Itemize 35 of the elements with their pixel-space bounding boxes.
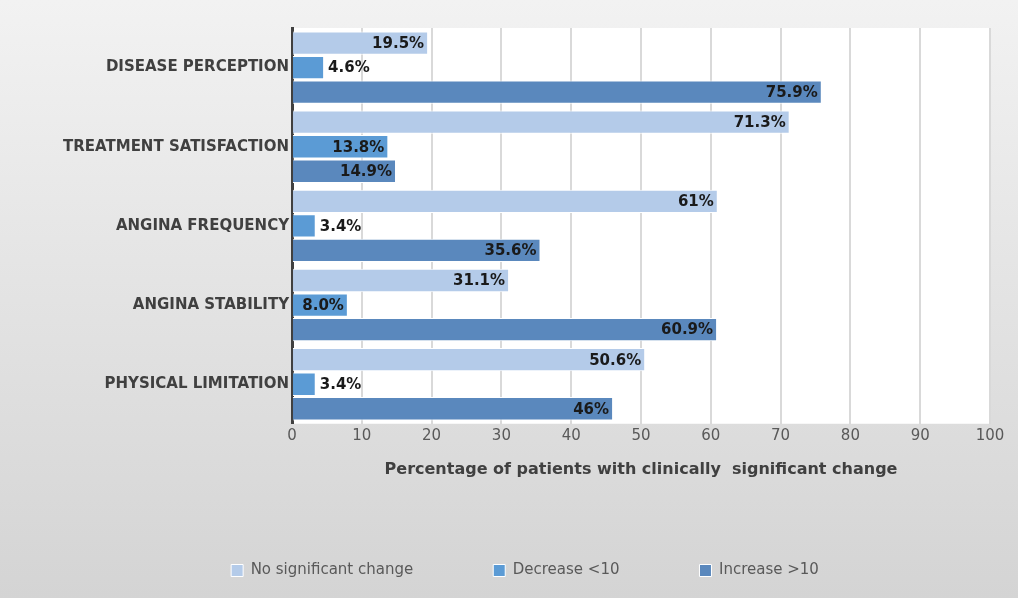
x-tick-label: 50 xyxy=(631,425,651,444)
x-tick-label: 70 xyxy=(771,425,791,444)
y-tick-label: ANGINA FREQUENCY xyxy=(115,215,291,234)
legend-label: Decrease <10 xyxy=(512,560,620,579)
x-tick-label: 0 xyxy=(287,425,297,444)
data-label: 50.6% xyxy=(589,350,642,369)
data-label: 60.9% xyxy=(661,320,714,339)
data-label: 19.5% xyxy=(372,33,425,52)
x-tick-label: 100 xyxy=(975,425,1005,444)
legend-label: No significant change xyxy=(250,560,414,579)
data-label: 8.0% xyxy=(302,295,344,314)
x-tick-label: 10 xyxy=(352,425,372,444)
x-tick-label: 80 xyxy=(840,425,860,444)
data-label: 4.6% xyxy=(328,58,370,77)
x-tick-label: 30 xyxy=(491,425,511,444)
data-label: 61% xyxy=(677,192,714,211)
data-label: 71.3% xyxy=(733,113,786,132)
x-tick-label: 40 xyxy=(561,425,581,444)
data-label: 14.9% xyxy=(339,162,393,181)
legend-label: Increase >10 xyxy=(718,560,819,579)
data-label: 31.1% xyxy=(453,271,506,290)
data-label: 3.4% xyxy=(319,216,362,235)
y-tick-label: DISEASE PERCEPTION xyxy=(105,57,290,76)
y-tick-label: PHYSICAL LIMITATION xyxy=(104,374,290,393)
x-tick-label: 90 xyxy=(910,425,930,444)
data-label: 3.4% xyxy=(319,375,362,394)
y-tick-label: ANGINA STABILITY xyxy=(132,294,291,313)
x-tick-label: 60 xyxy=(701,425,721,444)
y-tick-label: TREATMENT SATISFACTION xyxy=(63,136,290,155)
data-label: 75.9% xyxy=(765,83,818,102)
data-label: 13.8% xyxy=(332,137,385,156)
x-tick-label: 20 xyxy=(422,425,442,444)
data-label: 35.6% xyxy=(484,241,537,260)
x-axis-title: Percentage of patients with clinically significant change xyxy=(384,458,898,478)
data-label: 46% xyxy=(573,399,610,418)
